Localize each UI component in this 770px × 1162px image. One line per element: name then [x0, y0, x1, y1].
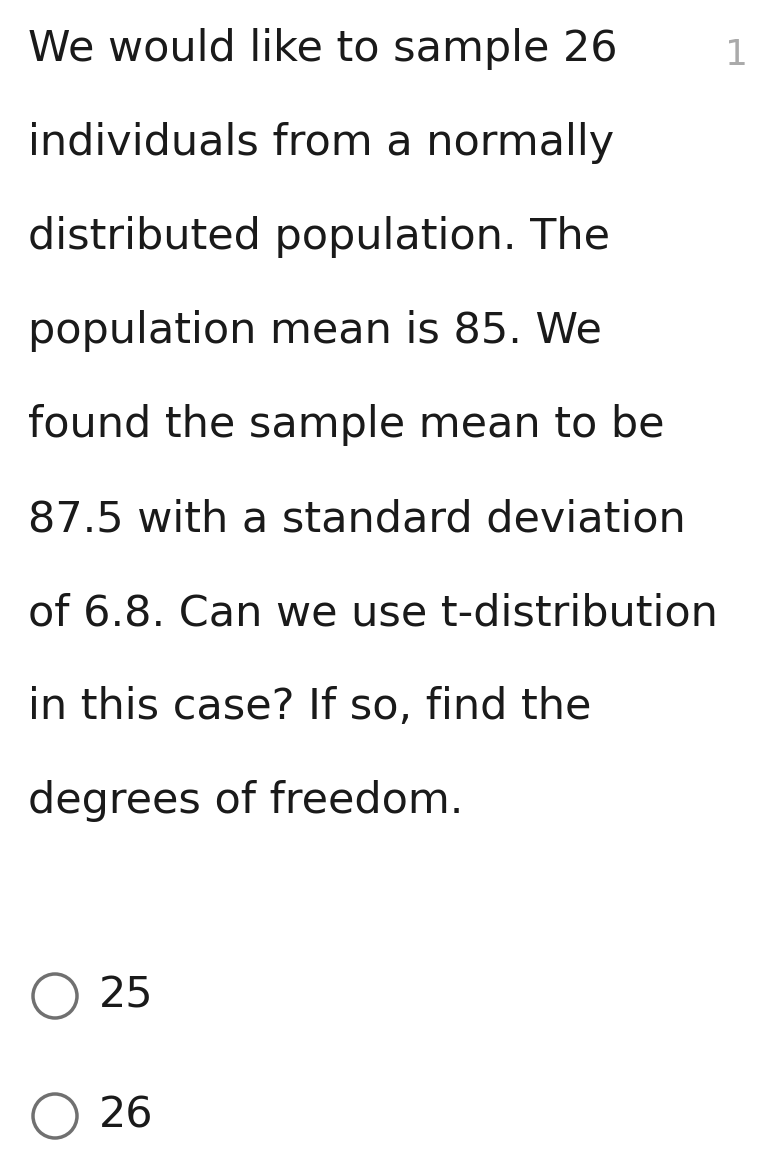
Text: degrees of freedom.: degrees of freedom.	[28, 780, 464, 822]
Text: We would like to sample 26: We would like to sample 26	[28, 28, 618, 70]
Text: 87.5 with a standard deviation: 87.5 with a standard deviation	[28, 498, 686, 540]
Text: of 6.8. Can we use t-distribution: of 6.8. Can we use t-distribution	[28, 591, 718, 634]
Text: 25: 25	[99, 975, 154, 1017]
Text: 26: 26	[99, 1095, 154, 1136]
Text: population mean is 85. We: population mean is 85. We	[28, 310, 602, 352]
Text: found the sample mean to be: found the sample mean to be	[28, 404, 665, 446]
Text: in this case? If so, find the: in this case? If so, find the	[28, 686, 591, 729]
Text: distributed population. The: distributed population. The	[28, 216, 610, 258]
Text: 1: 1	[725, 38, 748, 72]
Text: individuals from a normally: individuals from a normally	[28, 122, 614, 164]
